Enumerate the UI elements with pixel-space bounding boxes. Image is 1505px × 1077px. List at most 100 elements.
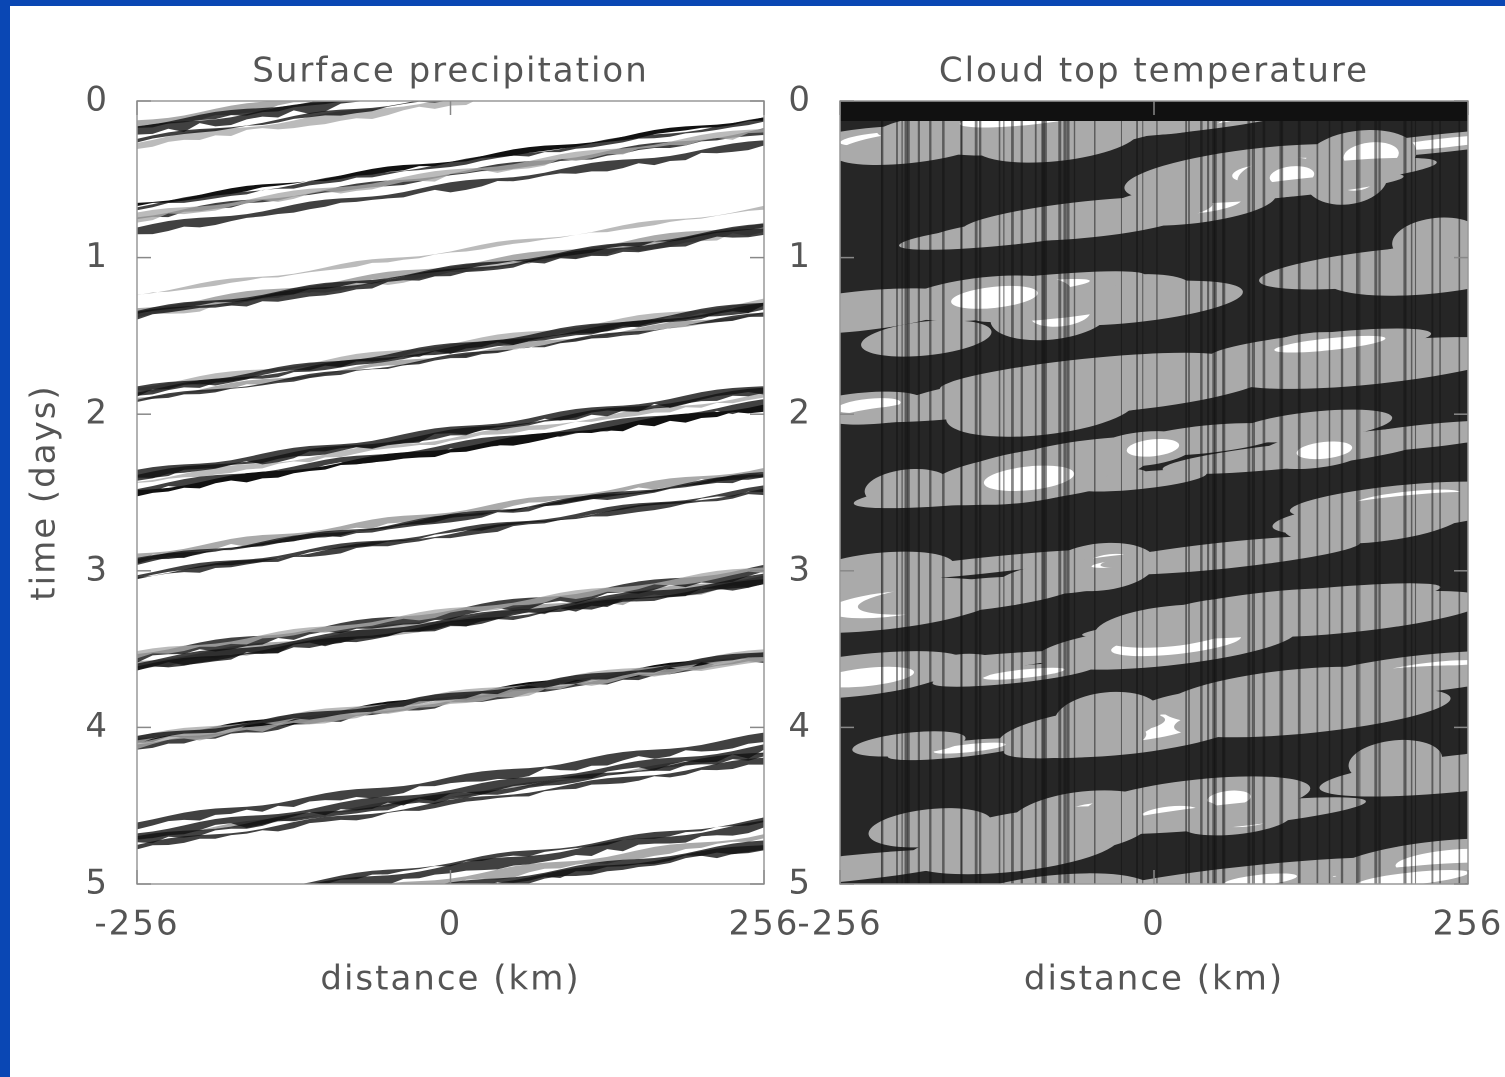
streak xyxy=(383,834,764,884)
streak xyxy=(137,312,764,403)
cloud-patch xyxy=(1047,887,1224,949)
cold-top xyxy=(1207,790,1251,807)
cold-top xyxy=(1324,936,1443,972)
cloud-patch xyxy=(803,1019,890,1058)
cold-top xyxy=(810,70,921,90)
panel-title: Cloud top temperature xyxy=(939,51,1369,91)
panel: Cloud top temperature distance (km) 0 1 2 3 4 5… xyxy=(744,0,1505,1058)
cold-top xyxy=(840,666,915,688)
cold-top xyxy=(1224,873,1297,884)
cold-top xyxy=(1389,134,1468,151)
cloud-patch xyxy=(1287,0,1389,39)
cloud-patch xyxy=(804,1014,1000,1058)
y-tick-label: 3 xyxy=(788,549,812,589)
y-tick-label: 0 xyxy=(85,80,109,120)
cold-top xyxy=(1115,898,1251,921)
x-tick-label: -256 xyxy=(797,904,882,944)
y-tick-label: 5 xyxy=(788,863,812,903)
cold-top xyxy=(1296,441,1353,460)
streak xyxy=(137,579,764,671)
streak xyxy=(137,0,764,46)
streak xyxy=(137,117,764,211)
streak xyxy=(441,840,764,884)
y-tick-label: 2 xyxy=(788,393,812,433)
cold-top xyxy=(1376,81,1454,100)
cloud-patch xyxy=(1037,888,1310,933)
cold-top xyxy=(1394,0,1505,16)
panel: Surface precipitation distance (km) time (… xyxy=(24,0,800,999)
cloud-patch xyxy=(1093,797,1366,835)
x-tick-label: 0 xyxy=(1142,904,1166,944)
streak xyxy=(311,820,764,884)
streak xyxy=(479,845,764,884)
y-tick-label: 4 xyxy=(788,706,812,746)
cold-top xyxy=(951,285,1038,309)
cloud-patch xyxy=(950,885,1091,948)
cold-top xyxy=(1401,66,1489,96)
cloud-patch xyxy=(744,61,967,102)
cloud-patch xyxy=(1204,0,1494,40)
field-image xyxy=(137,0,764,884)
panel-title: Surface precipitation xyxy=(252,51,649,91)
cloud-patch xyxy=(1341,497,1432,539)
streak xyxy=(137,0,764,56)
cloud-patch xyxy=(1073,469,1207,492)
streak xyxy=(137,567,764,659)
field-image xyxy=(744,0,1505,1058)
cloud-patch xyxy=(1170,0,1357,20)
streak xyxy=(137,474,764,564)
cloud-patch xyxy=(961,196,1213,238)
cloud-patch xyxy=(1377,57,1479,86)
x-axis-label: distance (km) xyxy=(320,959,580,999)
streak xyxy=(137,0,764,33)
cloud-patch xyxy=(1285,663,1468,700)
streak xyxy=(137,228,764,320)
streak xyxy=(137,387,764,481)
cloud-patch xyxy=(840,551,955,595)
streak xyxy=(137,386,764,478)
cloud-patch xyxy=(1207,173,1404,200)
y-tick-label: 3 xyxy=(85,549,109,589)
y-tick-label: 2 xyxy=(85,393,109,433)
streak xyxy=(137,0,764,35)
cloud-patch xyxy=(857,575,1081,615)
cloud-patch xyxy=(861,320,992,357)
streak xyxy=(137,128,764,223)
streak xyxy=(137,101,390,135)
y-tick-label: 0 xyxy=(788,80,812,120)
streak xyxy=(137,140,764,235)
cloud-patch xyxy=(973,298,1139,323)
streak xyxy=(137,652,764,741)
x-tick-label: -256 xyxy=(94,904,179,944)
streak xyxy=(137,485,764,579)
y-tick-label: 1 xyxy=(85,236,109,276)
cloud-patch xyxy=(1283,0,1374,4)
cloud-patch xyxy=(1101,887,1259,922)
y-tick-label: 5 xyxy=(85,863,109,903)
cold-top xyxy=(933,742,1006,754)
x-tick-label: 0 xyxy=(439,904,463,944)
streak xyxy=(137,302,764,397)
streak xyxy=(137,399,764,492)
cloud-patch xyxy=(1233,409,1393,443)
streak xyxy=(137,757,764,850)
cold-top xyxy=(983,465,1075,492)
streak xyxy=(137,101,447,143)
streak xyxy=(137,101,475,149)
cloud-patch xyxy=(1054,691,1161,743)
streak xyxy=(137,752,764,844)
cloud-patch xyxy=(1138,0,1405,20)
cold-top xyxy=(1126,438,1180,457)
cloud-patch xyxy=(1147,583,1441,622)
x-tick-label: 256 xyxy=(1433,904,1504,944)
x-tick-label: 256 xyxy=(729,904,800,944)
streak xyxy=(137,205,764,296)
streak xyxy=(137,392,764,483)
cloud-patch xyxy=(1242,0,1456,22)
streak xyxy=(137,732,764,830)
y-tick-label: 4 xyxy=(85,706,109,746)
cloud-patch xyxy=(1311,0,1505,32)
cloud-patch xyxy=(1061,0,1312,33)
streak xyxy=(300,817,764,884)
